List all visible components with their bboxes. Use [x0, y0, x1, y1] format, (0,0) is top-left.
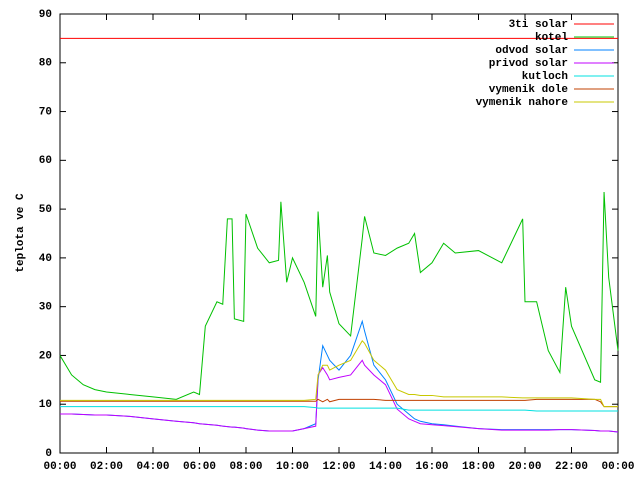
y-tick-label: 10	[39, 399, 52, 411]
legend-label: vymenik dole	[489, 84, 569, 96]
x-tick-label: 08:00	[229, 461, 262, 473]
y-tick-label: 20	[39, 350, 52, 362]
legend-label: kotel	[535, 32, 568, 44]
x-tick-label: 20:00	[508, 461, 541, 473]
x-tick-label: 18:00	[462, 461, 495, 473]
y-tick-label: 0	[45, 448, 52, 460]
legend-label: kutloch	[522, 71, 568, 83]
series-line	[60, 359, 619, 433]
x-tick-label: 00:00	[601, 461, 634, 473]
y-tick-label: 60	[39, 155, 52, 167]
series-line	[60, 339, 618, 408]
x-tick-label: 06:00	[183, 461, 216, 473]
x-tick-label: 00:00	[43, 461, 76, 473]
y-tick-label: 40	[39, 253, 52, 265]
x-tick-label: 14:00	[369, 461, 402, 473]
legend-label: vymenik nahore	[476, 97, 569, 109]
y-tick-label: 80	[39, 58, 52, 70]
series-line	[60, 406, 618, 412]
legend-label: 3ti solar	[509, 19, 568, 31]
series-line	[60, 319, 619, 433]
y-tick-label: 50	[39, 204, 52, 216]
x-tick-label: 16:00	[415, 461, 448, 473]
x-tick-label: 10:00	[276, 461, 309, 473]
series-line	[60, 398, 618, 408]
legend-label: odvod solar	[495, 45, 568, 57]
y-axis-label: teplota ve C	[15, 193, 27, 273]
x-tick-label: 12:00	[322, 461, 355, 473]
y-tick-label: 90	[39, 9, 52, 21]
x-tick-label: 22:00	[555, 461, 588, 473]
series-line	[59, 192, 619, 400]
y-tick-label: 30	[39, 302, 52, 314]
y-tick-label: 70	[39, 106, 52, 118]
x-tick-label: 02:00	[90, 461, 123, 473]
x-tick-label: 04:00	[136, 461, 169, 473]
legend-label: privod solar	[489, 58, 568, 70]
